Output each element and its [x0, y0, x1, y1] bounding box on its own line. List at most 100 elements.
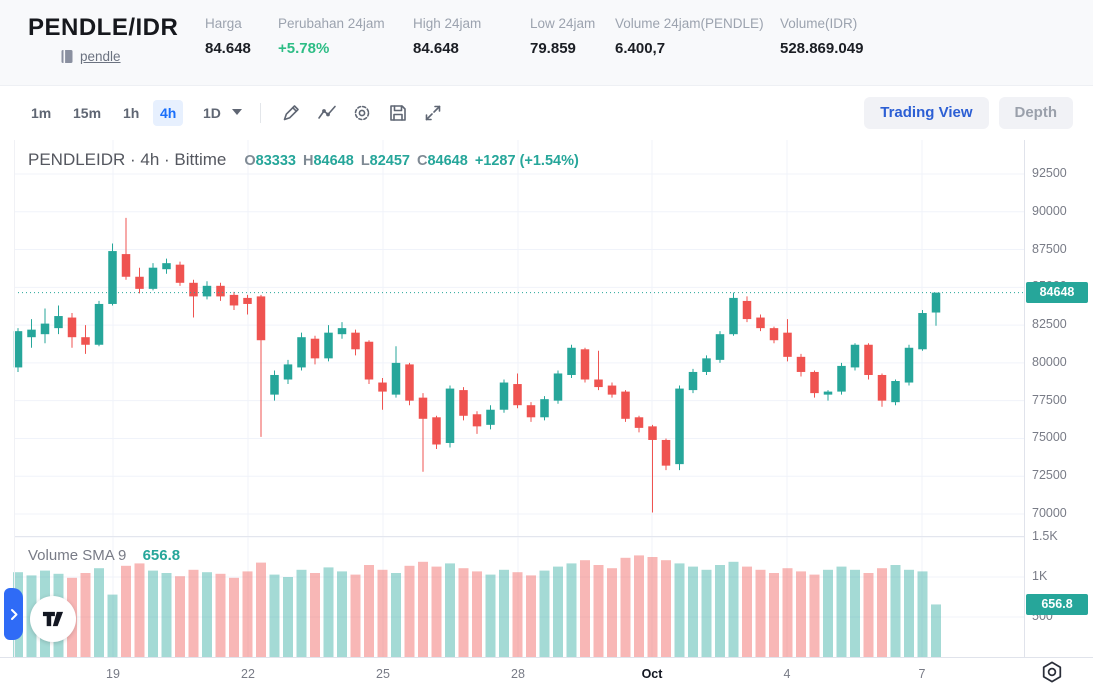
volume-bar: [134, 563, 145, 657]
candle-body: [702, 358, 711, 372]
price-tick-label: 80000: [1032, 354, 1067, 369]
candlestick-chart[interactable]: [0, 140, 1093, 657]
ohlc-key: O: [244, 153, 256, 169]
volume-bar: [377, 569, 388, 657]
volume-bar: [607, 568, 617, 657]
candle-body: [729, 297, 738, 335]
price-tick-label: 70000: [1032, 506, 1067, 520]
volume-bar: [499, 569, 509, 657]
ohlc-value: 84648: [427, 153, 468, 169]
volume-bar: [809, 574, 820, 657]
candle-body: [526, 405, 536, 418]
volume-bar: [877, 568, 887, 657]
ohlc-change: +1287 (+1.54%): [474, 153, 579, 169]
volume-bar: [242, 571, 253, 657]
volume-bar: [202, 572, 212, 657]
candle-body: [850, 344, 860, 368]
volume-bar: [931, 604, 941, 657]
legend-ohlc: O83333 H84648 L82457 C84648 +1287 (+1.54%): [244, 153, 578, 169]
candle-body: [796, 356, 806, 372]
volume-bar: [863, 573, 874, 657]
volume-bar: [458, 568, 469, 657]
trading-view-button[interactable]: Trading View: [864, 97, 989, 129]
last-price-badge: 84648: [1026, 282, 1088, 304]
indicator-icon[interactable]: [317, 103, 337, 123]
pendle-link[interactable]: pendle: [80, 49, 121, 64]
candle-body: [418, 397, 428, 419]
sidebar-expand-tab[interactable]: [4, 588, 23, 640]
candle-body: [513, 384, 522, 406]
fullscreen-icon[interactable]: [423, 103, 443, 123]
volume-bar: [175, 576, 185, 657]
volume-bar: [107, 594, 118, 657]
candle-body: [121, 254, 131, 277]
candle-body: [675, 388, 684, 465]
bottom-settings-icon[interactable]: [1040, 660, 1064, 684]
time-tick-label: 22: [241, 667, 255, 681]
price-tick-label: 92500: [1032, 166, 1067, 180]
candle-body: [621, 391, 630, 419]
candle-body: [391, 362, 401, 395]
stat-volume-idr: Volume(IDR) 528.869.049: [780, 16, 864, 57]
volume-bar: [350, 574, 361, 657]
volume-bar: [553, 566, 563, 657]
volume-bar: [742, 566, 752, 657]
save-icon[interactable]: [388, 103, 408, 123]
chevron-down-icon[interactable]: [232, 109, 242, 115]
timeframe-1m[interactable]: 1m: [31, 105, 52, 121]
timeframe-1d[interactable]: 1D: [203, 105, 221, 121]
candle-body: [27, 329, 36, 338]
volume-bar: [566, 563, 577, 657]
volume-bar: [364, 565, 374, 657]
volume-bar: [836, 566, 847, 657]
time-tick-label: 25: [376, 667, 390, 681]
time-tick-label: 4: [783, 667, 791, 681]
candle-body: [108, 251, 117, 304]
price-tick-label: 87500: [1032, 241, 1067, 256]
pane-left-border: [14, 140, 15, 657]
volume-bar: [269, 574, 280, 657]
stat-low: Low 24jam 79.859: [530, 16, 596, 57]
candle-body: [148, 267, 158, 289]
timeframe-4h[interactable]: 4h: [153, 100, 184, 126]
candle-body: [40, 323, 50, 335]
candle-body: [364, 341, 374, 380]
candle-body: [445, 388, 455, 443]
time-axis[interactable]: 19 22 25 28 Oct 4 7: [0, 657, 1093, 693]
candle-body: [783, 332, 792, 357]
candle-body: [877, 374, 887, 401]
volume-bar: [701, 569, 712, 657]
settings-icon[interactable]: [352, 103, 372, 123]
price-tick-label: 82500: [1032, 317, 1067, 332]
candle-body: [405, 364, 414, 401]
volume-bar: [580, 560, 590, 657]
candle-body: [94, 303, 104, 345]
volume-bar: [431, 566, 442, 657]
volume-bar: [215, 573, 226, 657]
volume-bar: [80, 573, 91, 657]
toolbar-divider: [260, 103, 261, 123]
volume-bar: [769, 573, 779, 657]
volume-bar: [796, 571, 806, 657]
volume-bar: [782, 568, 793, 657]
stat-harga: Harga 84.648: [205, 16, 251, 57]
volume-bar: [634, 555, 644, 657]
candle-body: [891, 381, 900, 403]
draw-icon[interactable]: [281, 103, 301, 123]
timeframe-15m[interactable]: 15m: [73, 105, 102, 121]
volume-tick-label: 1K: [1032, 569, 1048, 583]
tradingview-logo[interactable]: [30, 596, 76, 642]
candle-body: [931, 292, 941, 313]
timeframe-1h[interactable]: 1h: [123, 105, 140, 121]
volume-bar: [391, 573, 401, 657]
candle-body: [567, 347, 576, 375]
candle-body: [432, 417, 441, 445]
volume-bar: [485, 574, 496, 657]
price-tick-label: 90000: [1032, 203, 1067, 218]
candle-body: [324, 332, 333, 359]
price-tick-label: 75000: [1032, 430, 1067, 445]
depth-button[interactable]: Depth: [998, 97, 1073, 129]
price-tick-label: 77500: [1032, 392, 1067, 407]
volume-bar: [674, 563, 685, 657]
candle-body: [162, 263, 171, 270]
